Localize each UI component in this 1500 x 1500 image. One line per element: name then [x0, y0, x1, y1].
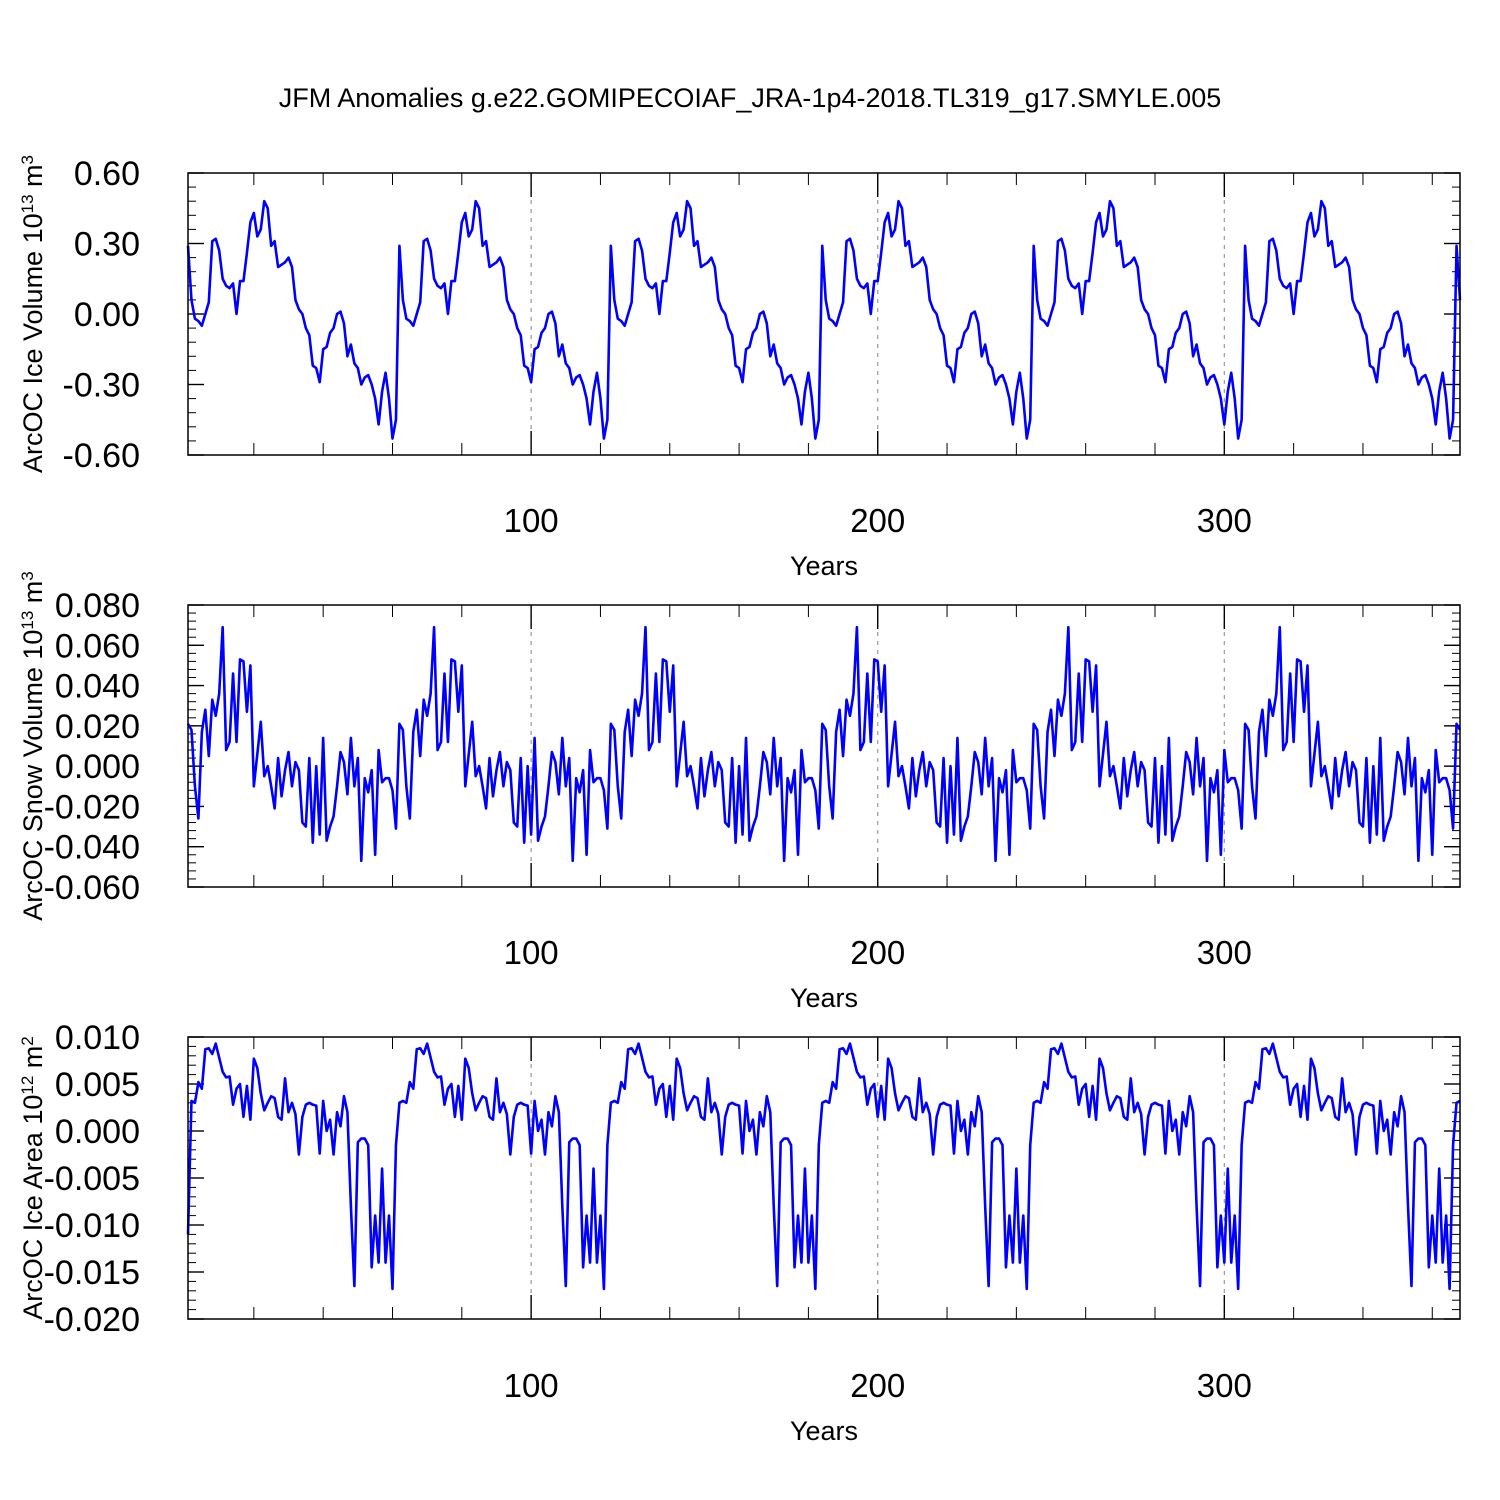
y-tick-label: -0.020 — [44, 788, 140, 826]
series-line-snow-volume — [186, 625, 1462, 863]
y-tick-label: -0.020 — [44, 1301, 140, 1339]
plot-frame — [187, 172, 1461, 456]
y-tick-label: 0.040 — [55, 668, 140, 706]
y-tick-label: -0.30 — [63, 367, 141, 405]
y-axis-label-superscript: 2 — [18, 1036, 37, 1045]
y-axis-label-part: m — [18, 581, 48, 611]
x-axis-label: Years — [790, 1416, 858, 1446]
x-tick-label: 300 — [1197, 1367, 1252, 1404]
y-tick-label: 0.00 — [74, 296, 140, 334]
y-tick-label: 0.005 — [55, 1066, 140, 1104]
y-tick-label: 0.000 — [55, 1113, 140, 1151]
y-axis-label-part: m — [18, 164, 48, 194]
y-axis-label: ArcOC Ice Volume 1013 m3 — [18, 155, 49, 473]
y-tick-label: -0.005 — [44, 1160, 140, 1198]
chart-panel-ice-area: -0.020 -0.015 -0.010 -0.005 0.000 0.005 0.010 1… — [18, 1019, 1461, 1446]
series-line-ice-area — [186, 1042, 1461, 1291]
y-tick-label: 0.60 — [74, 155, 140, 193]
y-axis-label-superscript: 3 — [18, 155, 37, 164]
plot-frame — [187, 1036, 1461, 1320]
y-tick-label: -0.060 — [44, 869, 140, 907]
x-tick-label: 100 — [504, 1367, 559, 1404]
y-axis-label: ArcOC Ice Area 1012 m2 — [18, 1036, 49, 1320]
y-axis-label-superscript: 13 — [18, 194, 37, 213]
y-tick-label: 0.010 — [55, 1019, 140, 1057]
y-tick-label: 0.080 — [55, 587, 140, 625]
y-tick-label: -0.015 — [44, 1254, 140, 1292]
y-axis-label: ArcOC Snow Volume 1013 m3 — [18, 571, 49, 921]
y-axis-label-part: m — [18, 1046, 48, 1076]
figure-title: JFM Anomalies g.e22.GOMIPECOIAF_JRA-1p4-… — [279, 83, 1221, 113]
y-tick-label: -0.60 — [63, 437, 141, 475]
x-axis-label: Years — [790, 551, 858, 581]
chart-panel-ice-volume: -0.60 -0.30 0.00 0.30 0.60 100 200 300 Years ArcO… — [18, 155, 1462, 581]
plot-frame — [187, 604, 1461, 888]
x-axis-label: Years — [790, 983, 858, 1013]
y-tick-label: 0.000 — [55, 748, 140, 786]
x-tick-label: 300 — [1197, 934, 1252, 971]
x-tick-label: 200 — [850, 502, 905, 539]
y-tick-label: 0.060 — [55, 627, 140, 665]
x-tick-label: 200 — [850, 1367, 905, 1404]
y-tick-label: 0.020 — [55, 708, 140, 746]
y-axis-label-part: ArcOC Snow Volume 10 — [18, 630, 48, 921]
x-tick-label: 100 — [504, 934, 559, 971]
y-tick-label: 0.30 — [74, 226, 140, 264]
x-tick-label: 200 — [850, 934, 905, 971]
series-line-ice-volume — [186, 199, 1462, 440]
y-axis-label-part: ArcOC Ice Volume 10 — [18, 213, 48, 473]
chart-panel-snow-volume: -0.060-0.040-0.0200.0000.0200.0400.0600.… — [18, 571, 1462, 1013]
y-tick-label: -0.040 — [44, 829, 140, 867]
y-tick-label: -0.010 — [44, 1207, 140, 1245]
y-axis-label-superscript: 12 — [18, 1076, 37, 1095]
x-tick-label: 100 — [504, 502, 559, 539]
x-tick-label: 300 — [1197, 502, 1252, 539]
y-axis-label-superscript: 13 — [18, 611, 37, 630]
y-axis-label-superscript: 3 — [18, 571, 37, 580]
y-axis-label-part: ArcOC Ice Area 10 — [18, 1095, 48, 1320]
